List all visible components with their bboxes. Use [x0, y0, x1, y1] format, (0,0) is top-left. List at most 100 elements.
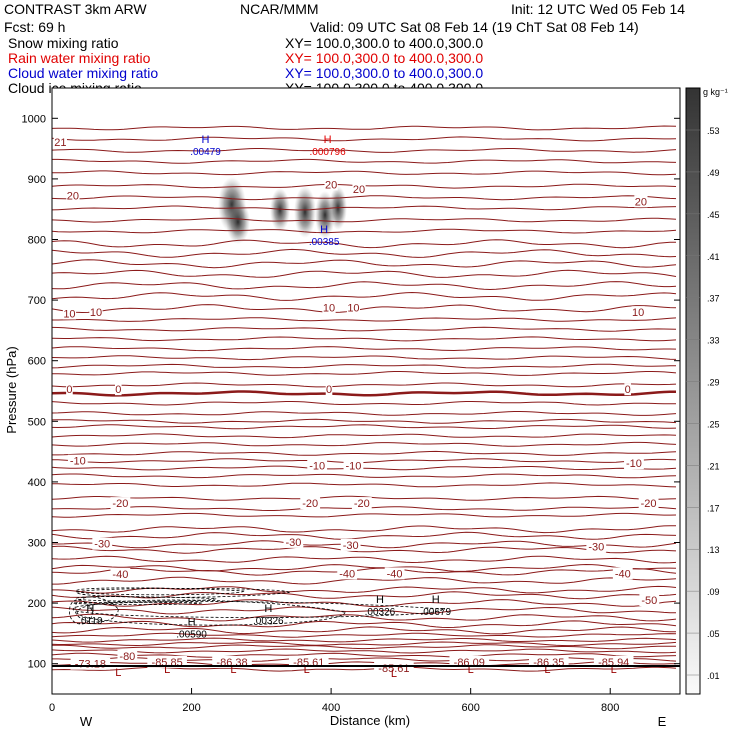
- isotherm-label: 20: [325, 179, 337, 191]
- x-tick-label: 0: [49, 702, 55, 714]
- isotherm-line: [51, 652, 677, 658]
- isotherm-line: [51, 458, 677, 464]
- isotherm-line: [51, 228, 677, 234]
- isotherm-label: -50: [641, 595, 657, 607]
- extremum-marker: L: [468, 664, 474, 676]
- isotherm-line: [51, 346, 677, 352]
- y-axis-label: Pressure (hPa): [4, 346, 19, 433]
- isotherm-line: [51, 195, 677, 201]
- isotherm-line: [51, 473, 677, 479]
- isotherm-line: [51, 644, 677, 650]
- isotherm-label-bg: [147, 655, 187, 668]
- x-axis-label: Distance (km): [330, 713, 410, 728]
- isotherm-label: 0: [326, 384, 332, 396]
- isotherm-line: [51, 259, 677, 269]
- isotherm-label: 20: [67, 190, 79, 202]
- isotherm-label: 21: [54, 137, 66, 149]
- extremum-value: .00385: [309, 237, 340, 248]
- isotherm-line: [51, 390, 676, 397]
- isotherm-label-bg: [586, 540, 607, 553]
- isotherm-label-bg: [346, 301, 361, 314]
- isotherm-line: [51, 148, 677, 153]
- extremum-value: .0119: [78, 616, 103, 627]
- isotherm-line: [51, 217, 677, 223]
- isotherm-label-bg: [53, 135, 67, 148]
- isotherm-line: [51, 281, 677, 291]
- isotherm-line: [52, 317, 677, 322]
- isotherm-label-bg: [529, 655, 569, 668]
- snow-blob: [226, 200, 250, 244]
- isotherm-line: [51, 433, 677, 439]
- y-tick-label: 800: [28, 235, 46, 247]
- x-end-label-west: W: [80, 714, 93, 729]
- isotherm-label-bg: [66, 189, 80, 202]
- y-tick-label: 1000: [22, 113, 46, 125]
- y-tick-label: 200: [28, 598, 46, 610]
- extremum-marker: H: [320, 224, 328, 236]
- x-tick-label: 400: [322, 702, 340, 714]
- isotherm-line: [51, 545, 677, 554]
- isotherm-line: [51, 326, 677, 332]
- extremum-marker: H: [376, 594, 384, 606]
- isotherm-line: [51, 363, 677, 369]
- isotherm-label: -20: [641, 498, 657, 510]
- cloud-ice-contour: [74, 596, 119, 623]
- isotherm-label: 10: [632, 307, 644, 319]
- isotherm-label-bg: [307, 459, 328, 472]
- isotherm-line: [51, 336, 677, 342]
- isotherm-label-bg: [62, 307, 77, 320]
- isotherm-line: [51, 563, 677, 572]
- isotherm-label-bg: [288, 655, 329, 668]
- isotherm-label-bg: [352, 183, 366, 196]
- isotherm-label-bg: [325, 383, 333, 396]
- extremum-value: .00326: [253, 616, 284, 627]
- isotherm-label: 10: [90, 307, 102, 319]
- cloud-ice-contour: [72, 601, 203, 606]
- isotherm-line: [52, 371, 677, 376]
- y-tick-label: 600: [28, 356, 46, 368]
- isotherm-label-bg: [634, 195, 648, 208]
- isotherm-line: [51, 355, 677, 361]
- colorbar-label: .13: [707, 545, 720, 555]
- isotherm-line: [51, 382, 677, 388]
- isotherm-line: [52, 585, 677, 594]
- isotherm-line: [51, 291, 677, 301]
- isotherm-line: [51, 411, 677, 416]
- extremum-marker: L: [230, 664, 236, 676]
- isotherm-label: -10: [309, 461, 325, 473]
- colorbar-ramp: [685, 87, 701, 695]
- isotherm-label: -30: [343, 540, 359, 552]
- isotherm-line: [51, 641, 677, 647]
- extremum-marker: L: [544, 664, 550, 676]
- extremum-marker: L: [611, 664, 617, 676]
- isotherm-line: [51, 525, 677, 534]
- extremum-marker: H: [264, 603, 272, 615]
- colorbar-label: .17: [707, 503, 720, 513]
- init-time: Init: 12 UTC Wed 05 Feb 14: [511, 1, 686, 17]
- isotherm-label-bg: [66, 383, 73, 396]
- y-tick-label: 100: [28, 659, 46, 671]
- isotherm-line: [52, 576, 677, 585]
- isotherm-label-bg: [337, 567, 358, 580]
- isotherm-line: [52, 170, 677, 176]
- isotherm-label-bg: [324, 178, 338, 191]
- isotherm-label: 0: [625, 384, 631, 396]
- isotherm-label-bg: [631, 306, 645, 319]
- isotherm-line: [51, 648, 677, 654]
- isotherm-label: -40: [112, 569, 128, 581]
- extremum-marker: L: [391, 668, 397, 680]
- isotherm-label: -80: [119, 651, 135, 663]
- isotherm-line: [51, 495, 677, 501]
- isotherm-label-bg: [351, 497, 372, 510]
- isotherm-label-bg: [639, 594, 660, 607]
- isotherm-label: -40: [387, 568, 403, 580]
- field-xy-snow: XY= 100.0,300.0 to 400.0,300.0: [285, 35, 484, 51]
- colorbar-label: .33: [707, 336, 720, 346]
- isotherm-line: [51, 512, 677, 518]
- snow-blob: [294, 186, 316, 238]
- extremum-marker: L: [164, 664, 170, 676]
- isotherm-label-bg: [374, 661, 414, 674]
- isotherm-label-bg: [283, 535, 304, 548]
- colorbar-label: .37: [707, 294, 720, 304]
